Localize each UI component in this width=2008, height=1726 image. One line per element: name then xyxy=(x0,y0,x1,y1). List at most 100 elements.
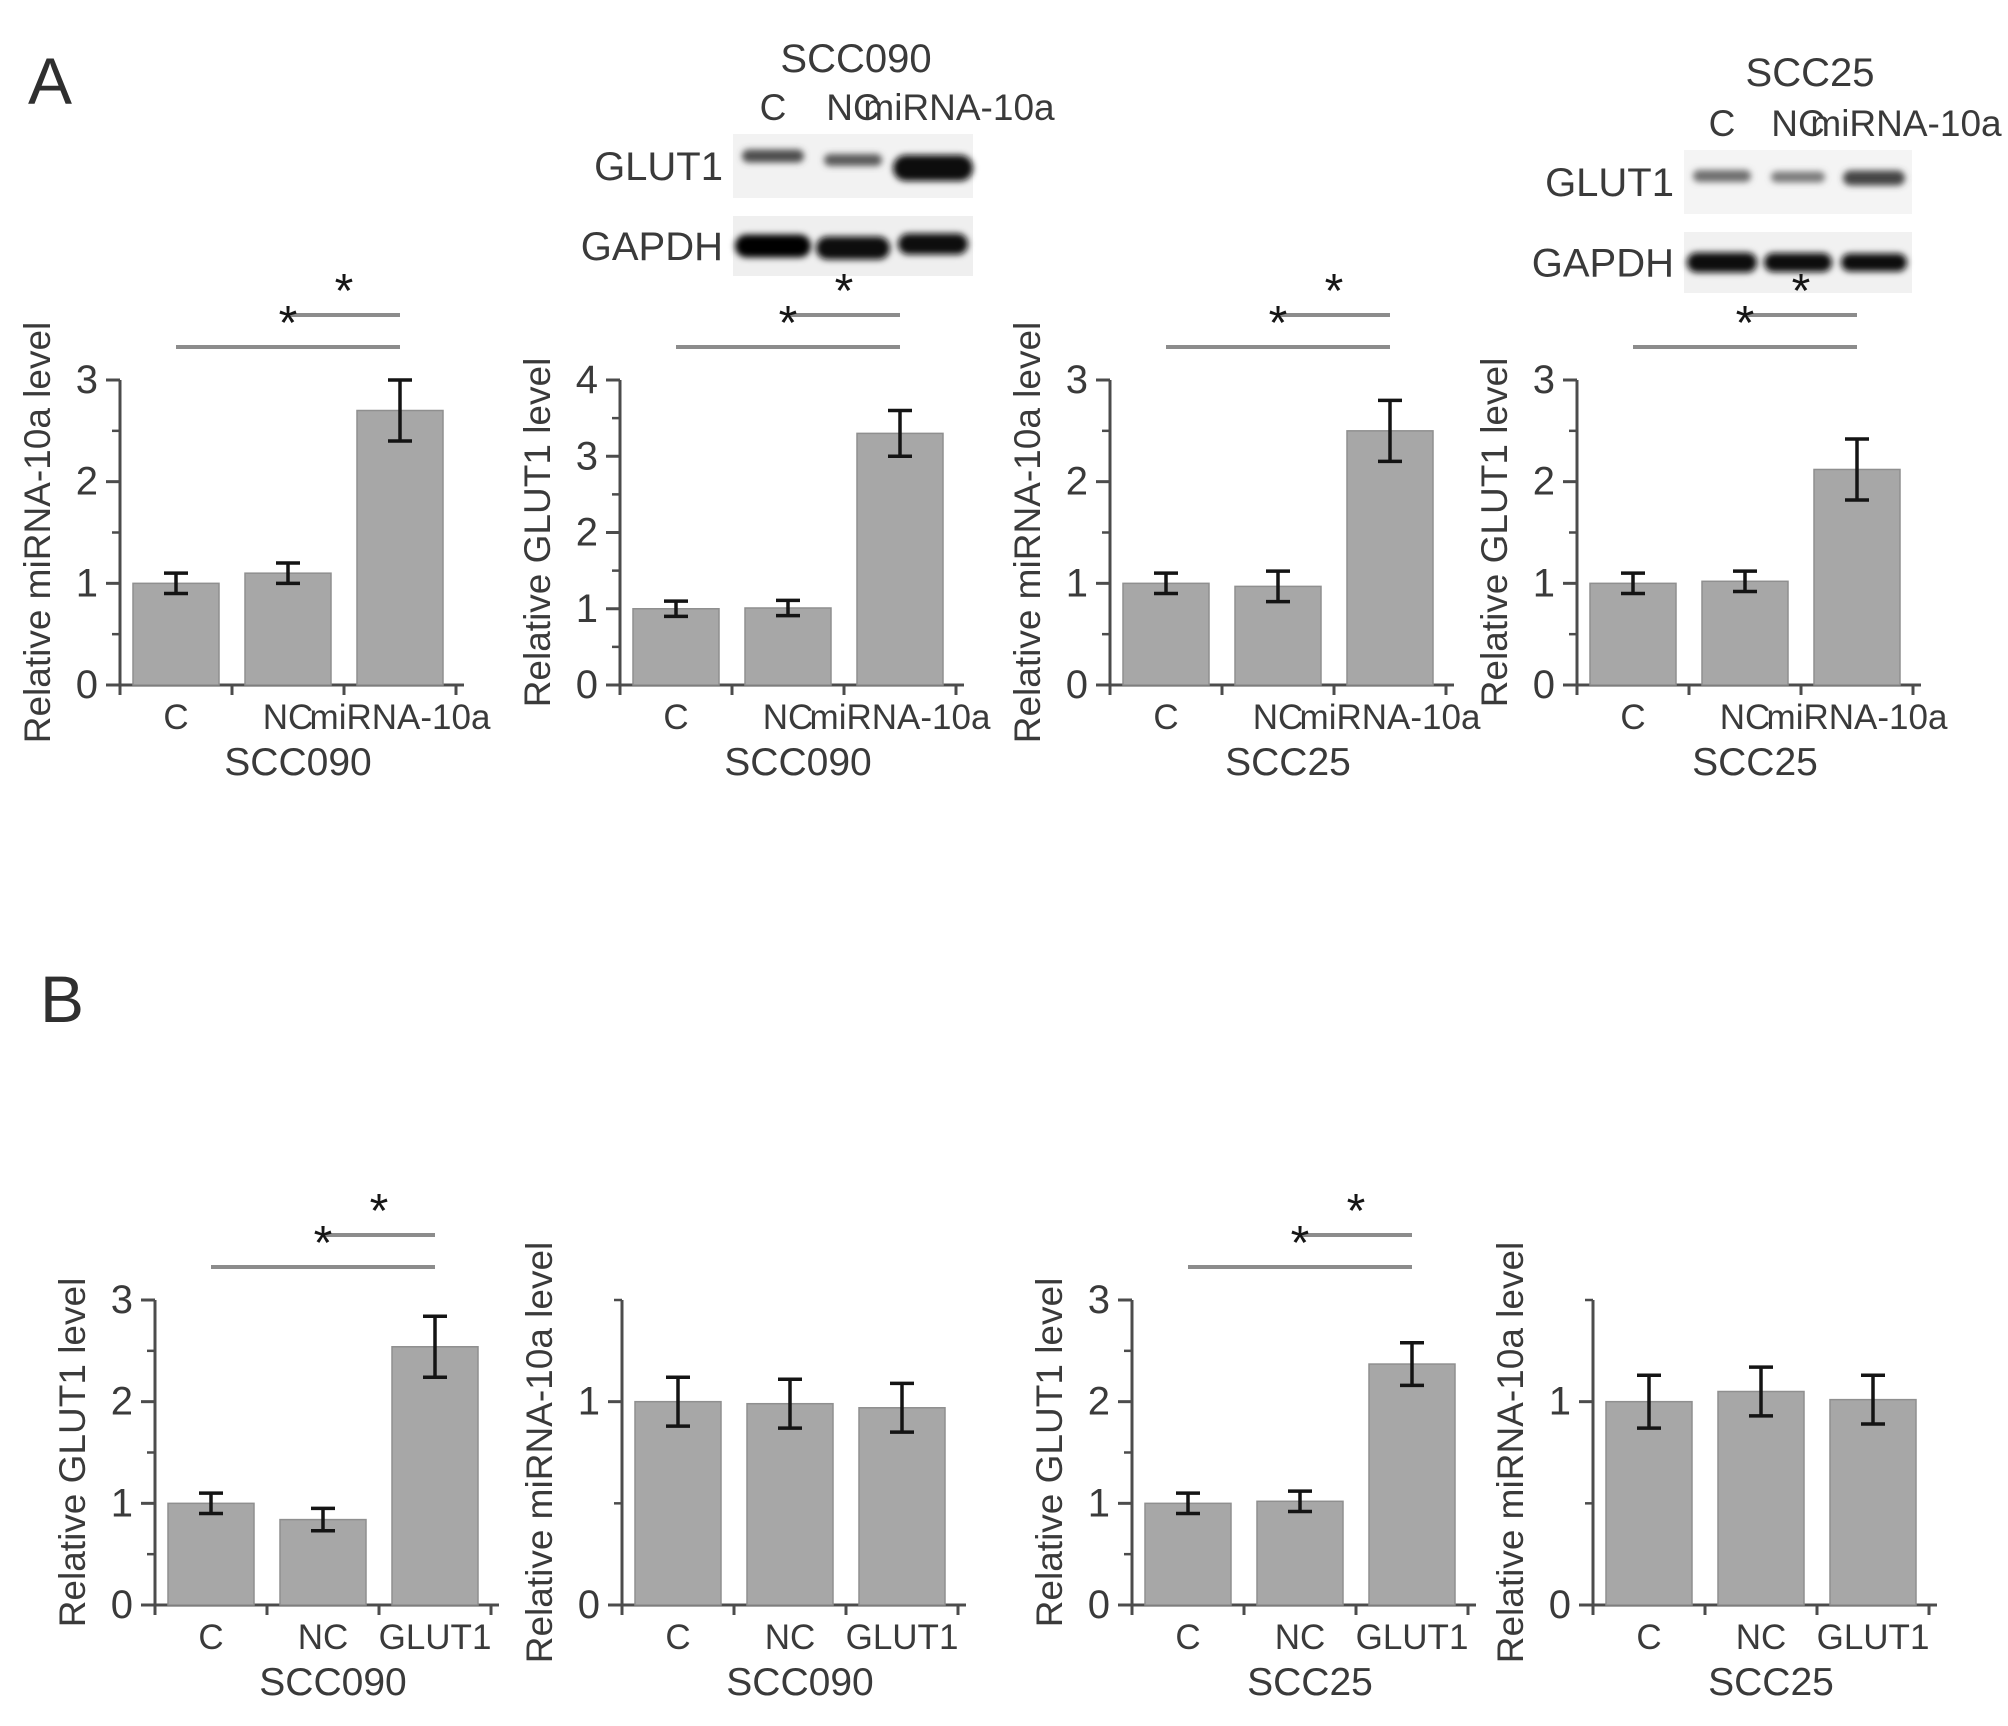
y-tick-label: 1 xyxy=(76,561,98,605)
y-tick-label: 1 xyxy=(578,1380,600,1424)
x-tick-label: miRNA-10a xyxy=(1767,698,1948,737)
lane-label-miRNA-10a: miRNA-10a xyxy=(1810,103,2002,144)
bar-miRNA-10a xyxy=(1346,430,1434,686)
bar-NC xyxy=(244,572,332,686)
group-label: SCC090 xyxy=(224,741,371,784)
y-tick-label: 2 xyxy=(111,1380,133,1424)
y-tick-label: 3 xyxy=(111,1278,133,1322)
y-tick-label: 3 xyxy=(1088,1278,1110,1322)
y-tick-label: 0 xyxy=(1088,1583,1110,1627)
x-tick-label: C xyxy=(665,1618,690,1657)
bar-miRNA-10a xyxy=(356,409,444,686)
bar-chart-A1: * * 0 1 2 3 Relative miRNA-10a level C NCmiRNA-1… xyxy=(17,265,491,784)
y-tick-label: 0 xyxy=(111,1583,133,1627)
y-tick-label: 1 xyxy=(1549,1380,1571,1424)
bar-GLUT1 xyxy=(391,1346,479,1606)
bar-C xyxy=(1122,582,1210,686)
bar-GLUT1 xyxy=(1829,1398,1917,1606)
panel-b-label: B xyxy=(40,962,85,1036)
y-tick-label: 0 xyxy=(1066,663,1088,707)
chart-b-glut1-scc25: * * 0 1 2 3 Relative GLUT1 level C NC GLUT1 SCC25 xyxy=(1029,1185,1522,1705)
group-label: SCC25 xyxy=(1225,741,1351,784)
lane-label-NC: NC xyxy=(826,87,879,128)
x-tick-label: GLUT1 xyxy=(379,1618,492,1657)
bar-NC xyxy=(744,607,832,686)
bar-NC xyxy=(1256,1500,1344,1606)
blot-band-gapdh-NC xyxy=(816,236,890,260)
blot-row-label-glut1: GLUT1 xyxy=(594,145,723,189)
x-tick-label: GLUT1 xyxy=(1817,1618,1930,1657)
y-tick-label: 0 xyxy=(576,663,598,707)
lane-label-C: C xyxy=(1709,103,1736,144)
x-tick-label: miRNA-10a xyxy=(1300,698,1481,737)
bar-chart-B3: * * 0 1 2 3 Relative GLUT1 level C NC GLUT1 SCC25 xyxy=(1029,1185,1476,1704)
x-tick-label: NC xyxy=(298,1618,349,1657)
bar-chart-A3: * * 0 1 2 3 Relative miRNA-10a level C NCmiRNA-1… xyxy=(1007,265,1481,784)
group-label: SCC25 xyxy=(1692,741,1818,784)
chart-b-mirna10a-scc090: 0 1 Relative miRNA-10a level C NC GLUT1 SCC090 xyxy=(519,1205,1012,1705)
lane-label-miRNA-10a: miRNA-10a xyxy=(863,87,1055,128)
y-axis-title: Relative miRNA-10a level xyxy=(1490,1242,1531,1664)
y-tick-label: 0 xyxy=(1549,1583,1571,1627)
chart-a-glut1-scc25: * * 0 1 2 3 Relative GLUT1 level C NC miRNA-10a SC… xyxy=(1474,265,1967,785)
bar-C xyxy=(1605,1400,1693,1606)
western-blot-scc090: SCC090 C NC miRNA-10a GLUT1 GAPDH xyxy=(581,14,1060,314)
blot-band-gapdh-miRNA-10a xyxy=(1841,253,1907,272)
blot-band-glut1-miRNA-10a xyxy=(893,155,973,181)
x-tick-label: C xyxy=(1153,698,1178,737)
chart-b-glut1-scc090: * * 0 1 2 3 Relative GLUT1 level C NC GLUT1 SCC090 xyxy=(52,1185,545,1705)
x-tick-label: GLUT1 xyxy=(1356,1618,1469,1657)
blot-row-label-gapdh: GAPDH xyxy=(581,225,723,269)
y-tick-label: 0 xyxy=(578,1583,600,1627)
x-tick-label: C xyxy=(663,698,688,737)
lane-label-NC: NC xyxy=(1771,103,1824,144)
chart-a-glut1-scc090: * * 0 1 2 3 4 Relative GLUT1 level C NC miRNA-10a S… xyxy=(517,265,1010,785)
significance-star: * xyxy=(335,265,354,318)
y-tick-label: 2 xyxy=(1066,460,1088,504)
significance-star: * xyxy=(370,1185,389,1238)
bar-chart-B4: 0 1 Relative miRNA-10a level C NC GLUT1 SCC25 xyxy=(1490,1242,1937,1704)
x-tick-label: NC xyxy=(765,1618,816,1657)
bar-C xyxy=(132,582,220,686)
blot-row-label-glut1: GLUT1 xyxy=(1545,161,1674,205)
y-axis-title: Relative miRNA-10a level xyxy=(519,1242,560,1664)
y-tick-label: 3 xyxy=(1533,358,1555,402)
bar-NC xyxy=(279,1518,367,1606)
y-tick-label: 4 xyxy=(576,358,598,402)
bar-chart-B1: * * 0 1 2 3 Relative GLUT1 level C NC GLUT1 SCC090 xyxy=(52,1185,499,1704)
y-tick-label: 2 xyxy=(76,460,98,504)
y-axis-title: Relative GLUT1 level xyxy=(52,1278,93,1628)
y-tick-label: 0 xyxy=(76,663,98,707)
bar-GLUT1 xyxy=(858,1407,946,1606)
bar-NC xyxy=(746,1402,834,1606)
western-blot-scc25: SCC25 C NC miRNA-10a GLUT1 GAPDH xyxy=(1488,20,2002,320)
x-tick-label: C xyxy=(1175,1618,1200,1657)
significance-star: * xyxy=(1325,265,1344,318)
group-label: SCC090 xyxy=(724,741,871,784)
x-tick-label: NC xyxy=(763,698,814,737)
y-axis-title: Relative miRNA-10a level xyxy=(1007,322,1048,744)
bar-C xyxy=(634,1400,722,1606)
x-tick-label: C xyxy=(198,1618,223,1657)
y-tick-label: 2 xyxy=(1088,1380,1110,1424)
chart-a-mirna10a-scc25: * * 0 1 2 3 Relative miRNA-10a level C NC miRNA-1… xyxy=(1007,265,1500,785)
blot-band-gapdh-C xyxy=(735,234,811,258)
group-label: SCC090 xyxy=(726,1661,873,1704)
bar-NC xyxy=(1701,580,1789,686)
y-tick-label: 3 xyxy=(76,358,98,402)
y-axis-title: Relative GLUT1 level xyxy=(1029,1278,1070,1628)
y-tick-label: 1 xyxy=(111,1481,133,1525)
significance-star: * xyxy=(835,265,854,318)
significance-star: * xyxy=(1792,265,1811,318)
panel-a-label: A xyxy=(28,44,73,118)
chart-b-mirna10a-scc25: 0 1 Relative miRNA-10a level C NC GLUT1 SCC25 xyxy=(1490,1205,1983,1705)
x-tick-label: miRNA-10a xyxy=(810,698,991,737)
bar-C xyxy=(632,608,720,686)
x-tick-label: C xyxy=(1636,1618,1661,1657)
blot-row-label-gapdh: GAPDH xyxy=(1532,242,1674,286)
x-tick-label: NC xyxy=(1736,1618,1787,1657)
